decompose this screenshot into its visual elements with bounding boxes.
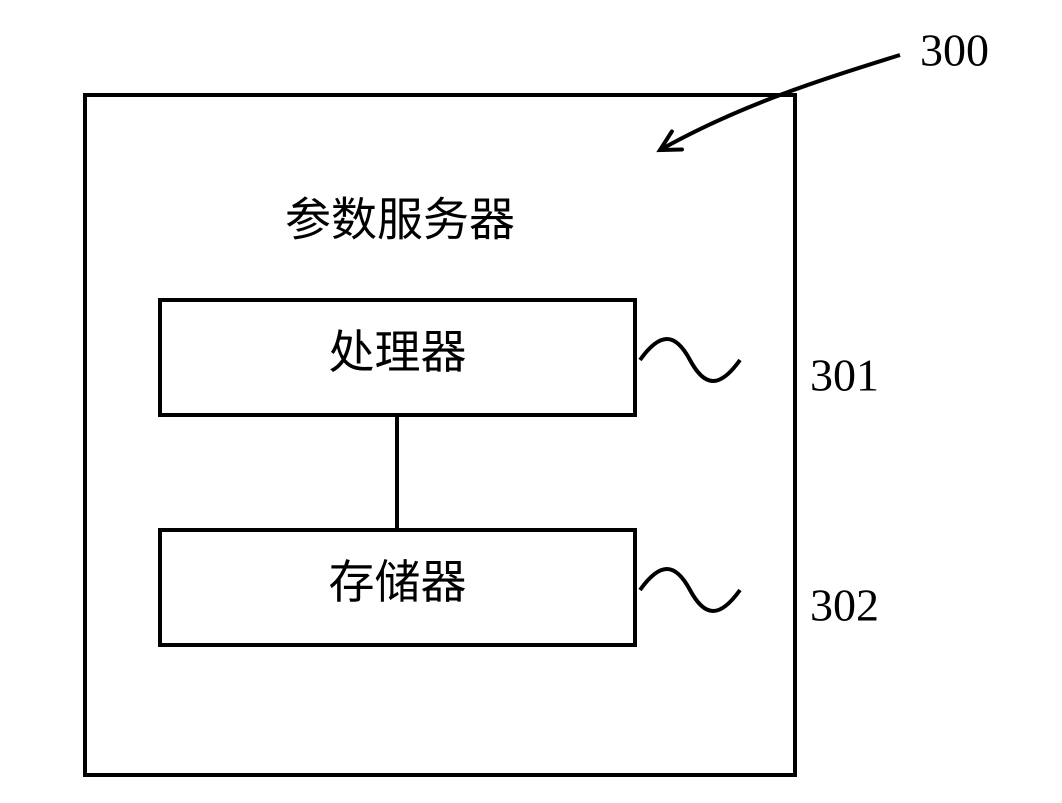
block-ref-number-301: 301 <box>810 350 879 401</box>
container-callout-arrow <box>660 55 900 150</box>
block-ref-number-302: 302 <box>810 580 879 631</box>
block-squiggle-302 <box>640 569 740 611</box>
block-label-301: 处理器 <box>329 327 467 378</box>
container-title: 参数服务器 <box>285 195 515 246</box>
diagram-canvas: .stroke { fill:none; } text.lbl { domina… <box>0 0 1062 803</box>
block-label-302: 存储器 <box>329 557 467 608</box>
container-ref-number: 300 <box>920 25 989 76</box>
block-squiggle-301 <box>640 339 740 381</box>
